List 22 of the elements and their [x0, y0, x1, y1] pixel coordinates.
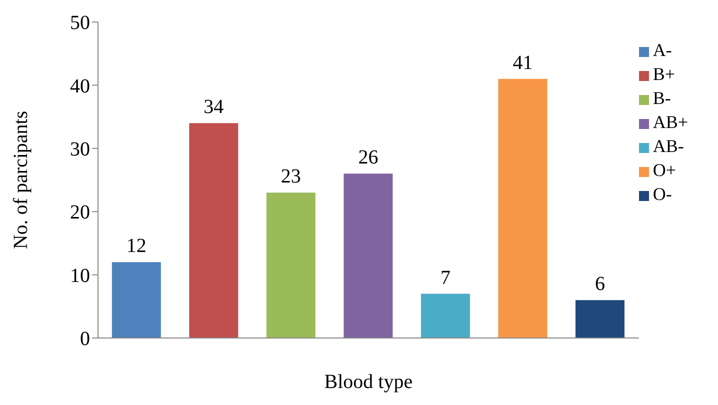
data-label: 41 [512, 52, 533, 74]
data-label: 34 [204, 96, 224, 118]
data-label: 7 [440, 266, 450, 289]
y-tick-label: 20 [70, 202, 90, 224]
data-label: 12 [126, 235, 146, 258]
legend-label: O- [652, 184, 672, 204]
data-label: 6 [594, 273, 605, 296]
data-label: 26 [358, 146, 378, 169]
legend-label: B+ [652, 64, 676, 84]
data-label: 23 [280, 166, 301, 188]
legend-label: O+ [652, 160, 676, 180]
legend-label: A- [652, 40, 672, 60]
y-axis-title: No. of parcipants [10, 110, 32, 250]
y-tick-label: 50 [70, 12, 90, 34]
y-tick-label: 30 [70, 138, 90, 160]
y-tick-label: 40 [70, 75, 90, 98]
x-axis-title: Blood type [324, 371, 413, 393]
legend-label: AB- [652, 136, 684, 156]
legend-label: AB+ [652, 112, 688, 132]
y-tick-label: 0 [80, 328, 90, 350]
y-tick-label: 10 [70, 264, 90, 287]
legend-label: B- [652, 88, 671, 108]
